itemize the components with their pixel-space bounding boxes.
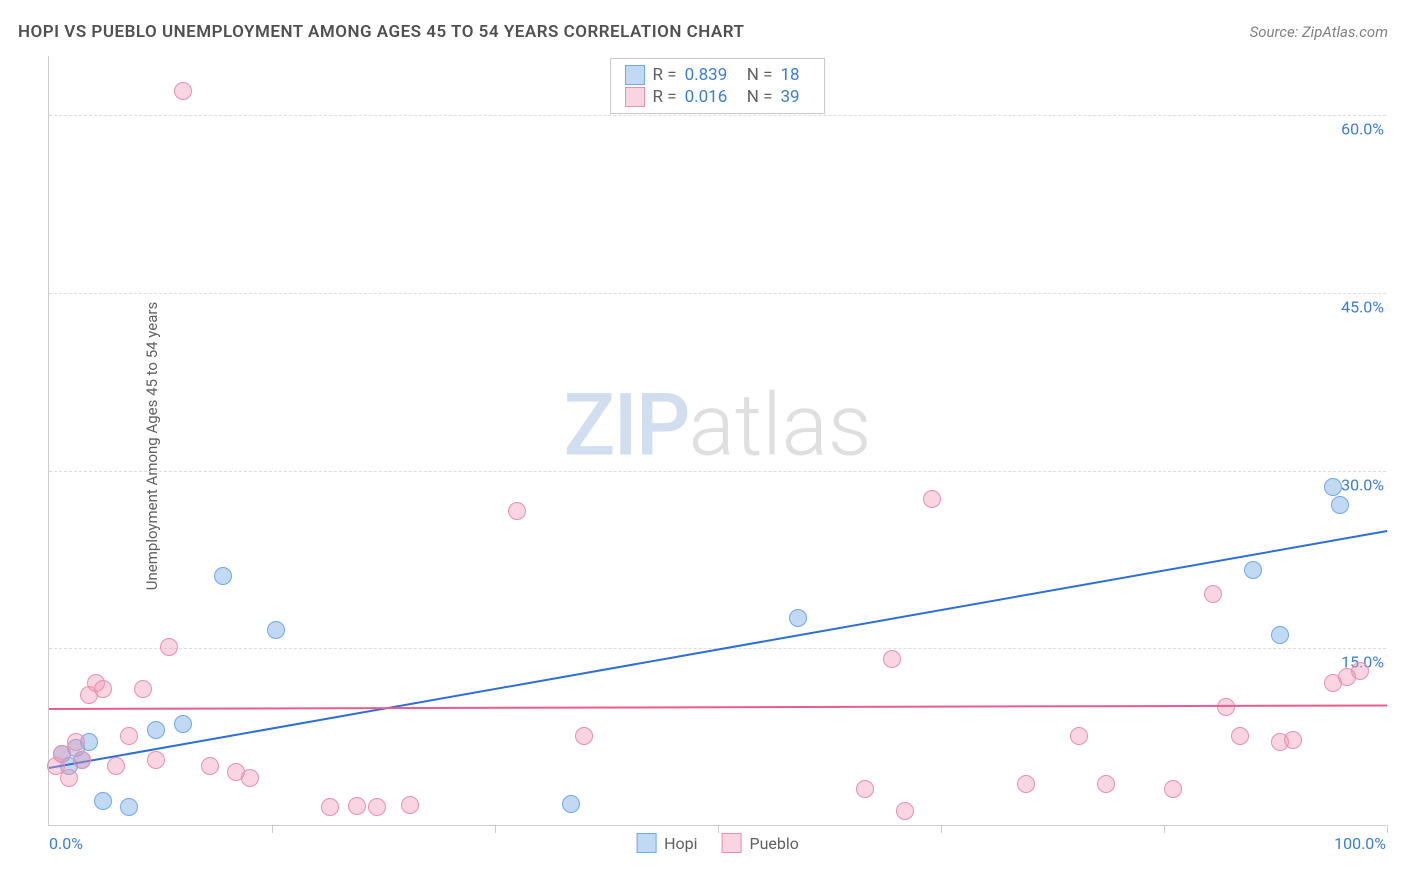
legend-label: Hopi [664, 834, 697, 853]
stat-r-value: 0.016 [685, 87, 735, 107]
scatter-point [789, 609, 807, 627]
stat-n-label: N = [743, 65, 773, 85]
scatter-point [1017, 775, 1035, 793]
x-tick-label-min: 0.0% [49, 834, 83, 853]
scatter-point [107, 757, 125, 775]
scatter-point [1231, 727, 1249, 745]
scatter-point [1164, 780, 1182, 798]
gridline [49, 115, 1386, 116]
bottom-legend: Hopi Pueblo [636, 833, 799, 853]
scatter-point [321, 798, 339, 816]
scatter-point [401, 796, 419, 814]
x-tick [272, 825, 273, 833]
bottom-legend-item: Hopi [636, 833, 697, 853]
scatter-point [1351, 662, 1369, 680]
chart-title: HOPI VS PUEBLO UNEMPLOYMENT AMONG AGES 4… [18, 22, 744, 42]
x-tick [495, 825, 496, 833]
stat-n-value: 39 [780, 87, 810, 107]
scatter-point [896, 802, 914, 820]
stat-n-value: 18 [780, 65, 810, 85]
scatter-point [562, 795, 580, 813]
scatter-point [1324, 478, 1342, 496]
scatter-point [160, 638, 178, 656]
scatter-point [67, 733, 85, 751]
scatter-point [201, 757, 219, 775]
scatter-point [120, 727, 138, 745]
gridline [49, 471, 1386, 472]
scatter-point [1271, 626, 1289, 644]
scatter-point [1284, 731, 1302, 749]
scatter-point [267, 621, 285, 639]
scatter-point [241, 769, 259, 787]
legend-stats-row: R = 0.839 N = 18 [625, 65, 811, 85]
stat-r-value: 0.839 [685, 65, 735, 85]
legend-swatch [625, 65, 645, 85]
legend-swatch [625, 87, 645, 107]
x-tick [1387, 825, 1388, 833]
stat-n-label: N = [743, 87, 773, 107]
trend-line [49, 530, 1387, 769]
x-tick [941, 825, 942, 833]
legend-label: Pueblo [750, 834, 799, 853]
x-tick [718, 825, 719, 833]
trend-line [49, 704, 1387, 710]
scatter-point [923, 490, 941, 508]
scatter-point [1070, 727, 1088, 745]
stat-r-label: R = [653, 65, 677, 85]
scatter-point [147, 721, 165, 739]
x-tick [1164, 825, 1165, 833]
x-tick-label-max: 100.0% [1334, 834, 1386, 853]
scatter-point [1097, 775, 1115, 793]
y-tick-label: 60.0% [1337, 118, 1388, 141]
scatter-point [1244, 561, 1262, 579]
gridline [49, 293, 1386, 294]
scatter-point [174, 82, 192, 100]
y-tick-label: 45.0% [1337, 295, 1388, 318]
scatter-point [60, 769, 78, 787]
scatter-point [348, 797, 366, 815]
scatter-point [1204, 585, 1222, 603]
correlation-legend-box: R = 0.839 N = 18 R = 0.016 N = 39 [610, 58, 826, 114]
scatter-point [1331, 496, 1349, 514]
watermark-atlas: atlas [689, 375, 872, 476]
scatter-point [73, 751, 91, 769]
scatter-point [575, 727, 593, 745]
y-tick-label: 30.0% [1337, 473, 1388, 496]
scatter-point [174, 715, 192, 733]
watermark-zip: ZIP [564, 375, 689, 476]
chart-plot-area: ZIPatlas R =0.839 N =18R =0.016 N =39 15… [48, 56, 1386, 826]
legend-swatch [722, 833, 742, 853]
legend-swatch [636, 833, 656, 853]
scatter-point [94, 792, 112, 810]
scatter-point [94, 680, 112, 698]
scatter-point [214, 567, 232, 585]
scatter-point [856, 780, 874, 798]
source-credit: Source: ZipAtlas.com [1250, 23, 1388, 41]
scatter-point [120, 798, 138, 816]
scatter-point [508, 502, 526, 520]
scatter-point [368, 798, 386, 816]
scatter-point [134, 680, 152, 698]
watermark: ZIPatlas [564, 375, 872, 476]
bottom-legend-item: Pueblo [722, 833, 799, 853]
scatter-point [147, 751, 165, 769]
legend-stats-row: R = 0.016 N = 39 [625, 87, 811, 107]
header-row: HOPI VS PUEBLO UNEMPLOYMENT AMONG AGES 4… [18, 22, 1388, 42]
stat-r-label: R = [653, 87, 677, 107]
scatter-point [883, 650, 901, 668]
